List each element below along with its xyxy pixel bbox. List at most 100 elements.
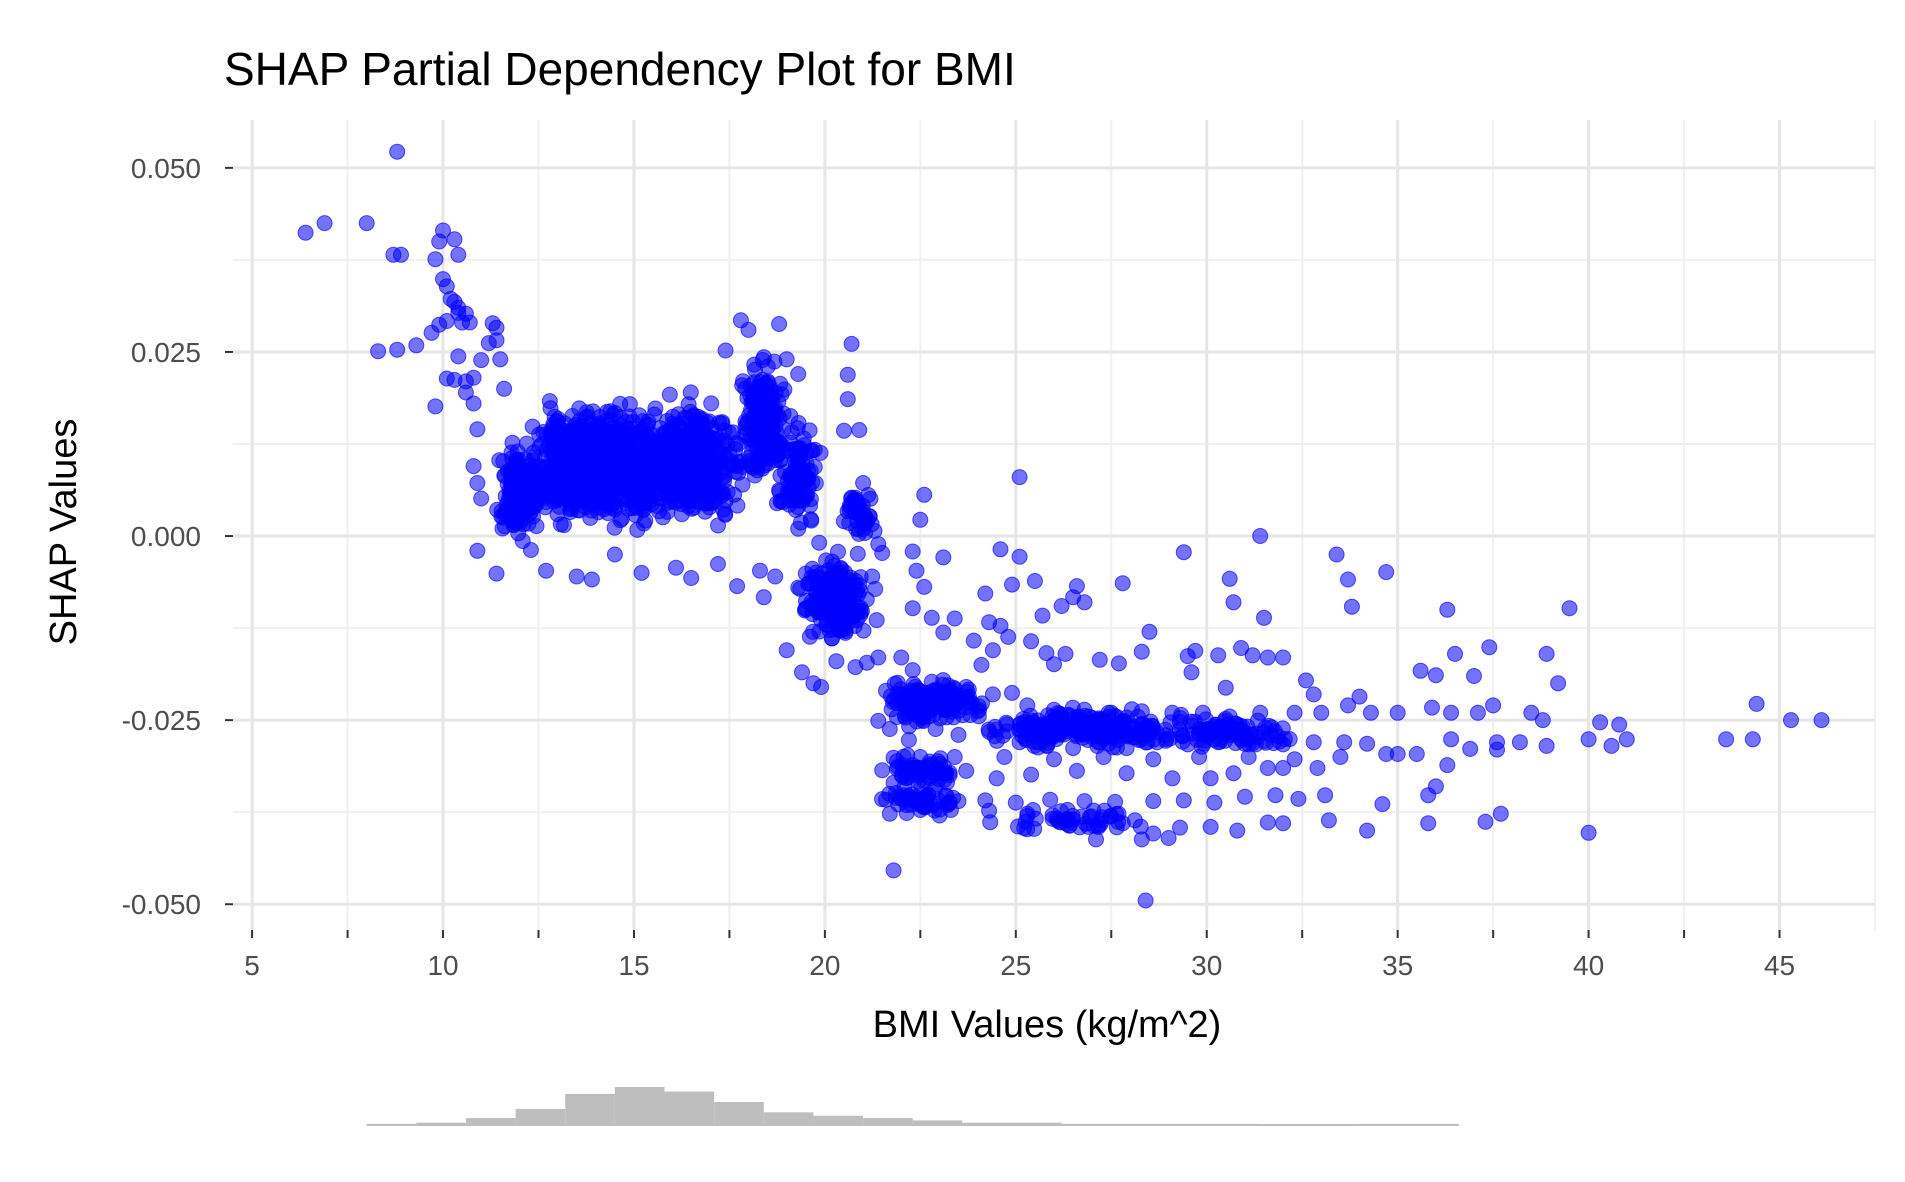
data-point: [841, 587, 858, 604]
data-point: [1317, 787, 1334, 804]
data-point: [981, 802, 998, 819]
data-point: [898, 705, 915, 722]
data-point: [686, 434, 703, 451]
data-point: [465, 395, 482, 412]
data-point: [1217, 679, 1234, 696]
data-point: [912, 749, 929, 765]
data-point: [1534, 712, 1551, 729]
histogram-bar: [714, 1101, 764, 1125]
data-point: [1744, 731, 1761, 748]
y-tick-label: -0.050: [122, 889, 201, 920]
data-point: [1580, 824, 1597, 841]
data-point: [1183, 664, 1200, 681]
data-point: [912, 511, 929, 528]
data-point: [370, 343, 387, 360]
data-point: [1019, 821, 1036, 838]
data-point: [585, 432, 602, 449]
data-point: [497, 488, 514, 505]
data-point: [864, 568, 881, 585]
data-point: [1305, 686, 1322, 703]
x-tick-label: 5: [244, 950, 260, 981]
data-point: [1603, 737, 1620, 754]
data-point: [393, 246, 409, 263]
data-point: [874, 762, 891, 779]
data-point: [881, 805, 898, 822]
data-point: [778, 351, 795, 368]
data-point: [935, 549, 952, 566]
histogram-bar: [813, 1115, 864, 1125]
data-point: [904, 543, 921, 560]
data-point: [1091, 734, 1108, 751]
data-point: [316, 215, 333, 232]
data-point: [1259, 760, 1276, 776]
data-point: [1447, 645, 1463, 662]
data-point: [577, 472, 593, 489]
data-point: [1412, 662, 1429, 679]
data-point: [1160, 830, 1177, 846]
data-point: [1164, 704, 1181, 721]
data-point: [904, 684, 921, 701]
data-point: [912, 802, 929, 818]
data-point: [1443, 704, 1460, 721]
data-point: [1309, 760, 1326, 776]
data-point: [843, 335, 860, 352]
x-tick-label: 20: [809, 950, 840, 981]
data-point: [700, 480, 717, 497]
data-point: [988, 770, 1005, 787]
data-point: [992, 541, 1009, 558]
data-point: [916, 486, 933, 503]
histogram-bar: [763, 1112, 814, 1125]
data-point: [942, 682, 959, 699]
data-point: [1187, 642, 1204, 659]
data-point: [469, 421, 486, 438]
histogram-bar: [664, 1091, 715, 1125]
data-point: [792, 448, 809, 465]
data-point: [1462, 740, 1479, 757]
data-point: [427, 251, 444, 268]
data-point: [408, 337, 425, 354]
data-point: [754, 460, 771, 477]
x-axis-title: BMI Values (kg/m^2): [873, 1004, 1222, 1046]
data-point: [981, 723, 998, 740]
data-point: [1118, 740, 1135, 757]
data-point: [836, 621, 853, 637]
data-point: [1561, 600, 1578, 617]
data-point: [1164, 770, 1181, 787]
data-point: [813, 679, 830, 695]
data-point: [1210, 734, 1227, 751]
data-point: [717, 342, 734, 359]
data-point: [1336, 734, 1353, 751]
data-point: [916, 578, 933, 595]
data-point: [1137, 892, 1154, 909]
data-point: [812, 444, 829, 461]
data-point: [1019, 697, 1036, 714]
data-point: [450, 348, 467, 365]
data-point: [1179, 736, 1196, 753]
data-point: [1191, 749, 1208, 765]
data-point: [740, 321, 757, 338]
data-point: [734, 377, 751, 394]
data-point: [1618, 731, 1635, 748]
data-point: [878, 791, 894, 808]
data-point: [738, 416, 755, 432]
data-point: [657, 457, 674, 474]
data-point: [908, 764, 925, 781]
data-point: [1340, 571, 1356, 588]
x-tick-label: 15: [618, 950, 649, 981]
data-point: [710, 517, 726, 534]
data-point: [790, 579, 807, 596]
y-axis-title: SHAP Values: [43, 419, 85, 646]
data-point: [775, 494, 792, 511]
histogram-bar: [614, 1087, 665, 1125]
data-point: [850, 598, 866, 615]
data-point: [1221, 708, 1238, 725]
data-point: [1004, 684, 1020, 701]
data-point: [1114, 575, 1131, 592]
data-point: [901, 718, 918, 735]
data-point: [633, 564, 650, 581]
data-point: [710, 556, 726, 572]
data-point: [927, 721, 944, 737]
data-point: [1202, 770, 1219, 787]
data-point: [585, 452, 602, 469]
data-point: [885, 749, 902, 766]
